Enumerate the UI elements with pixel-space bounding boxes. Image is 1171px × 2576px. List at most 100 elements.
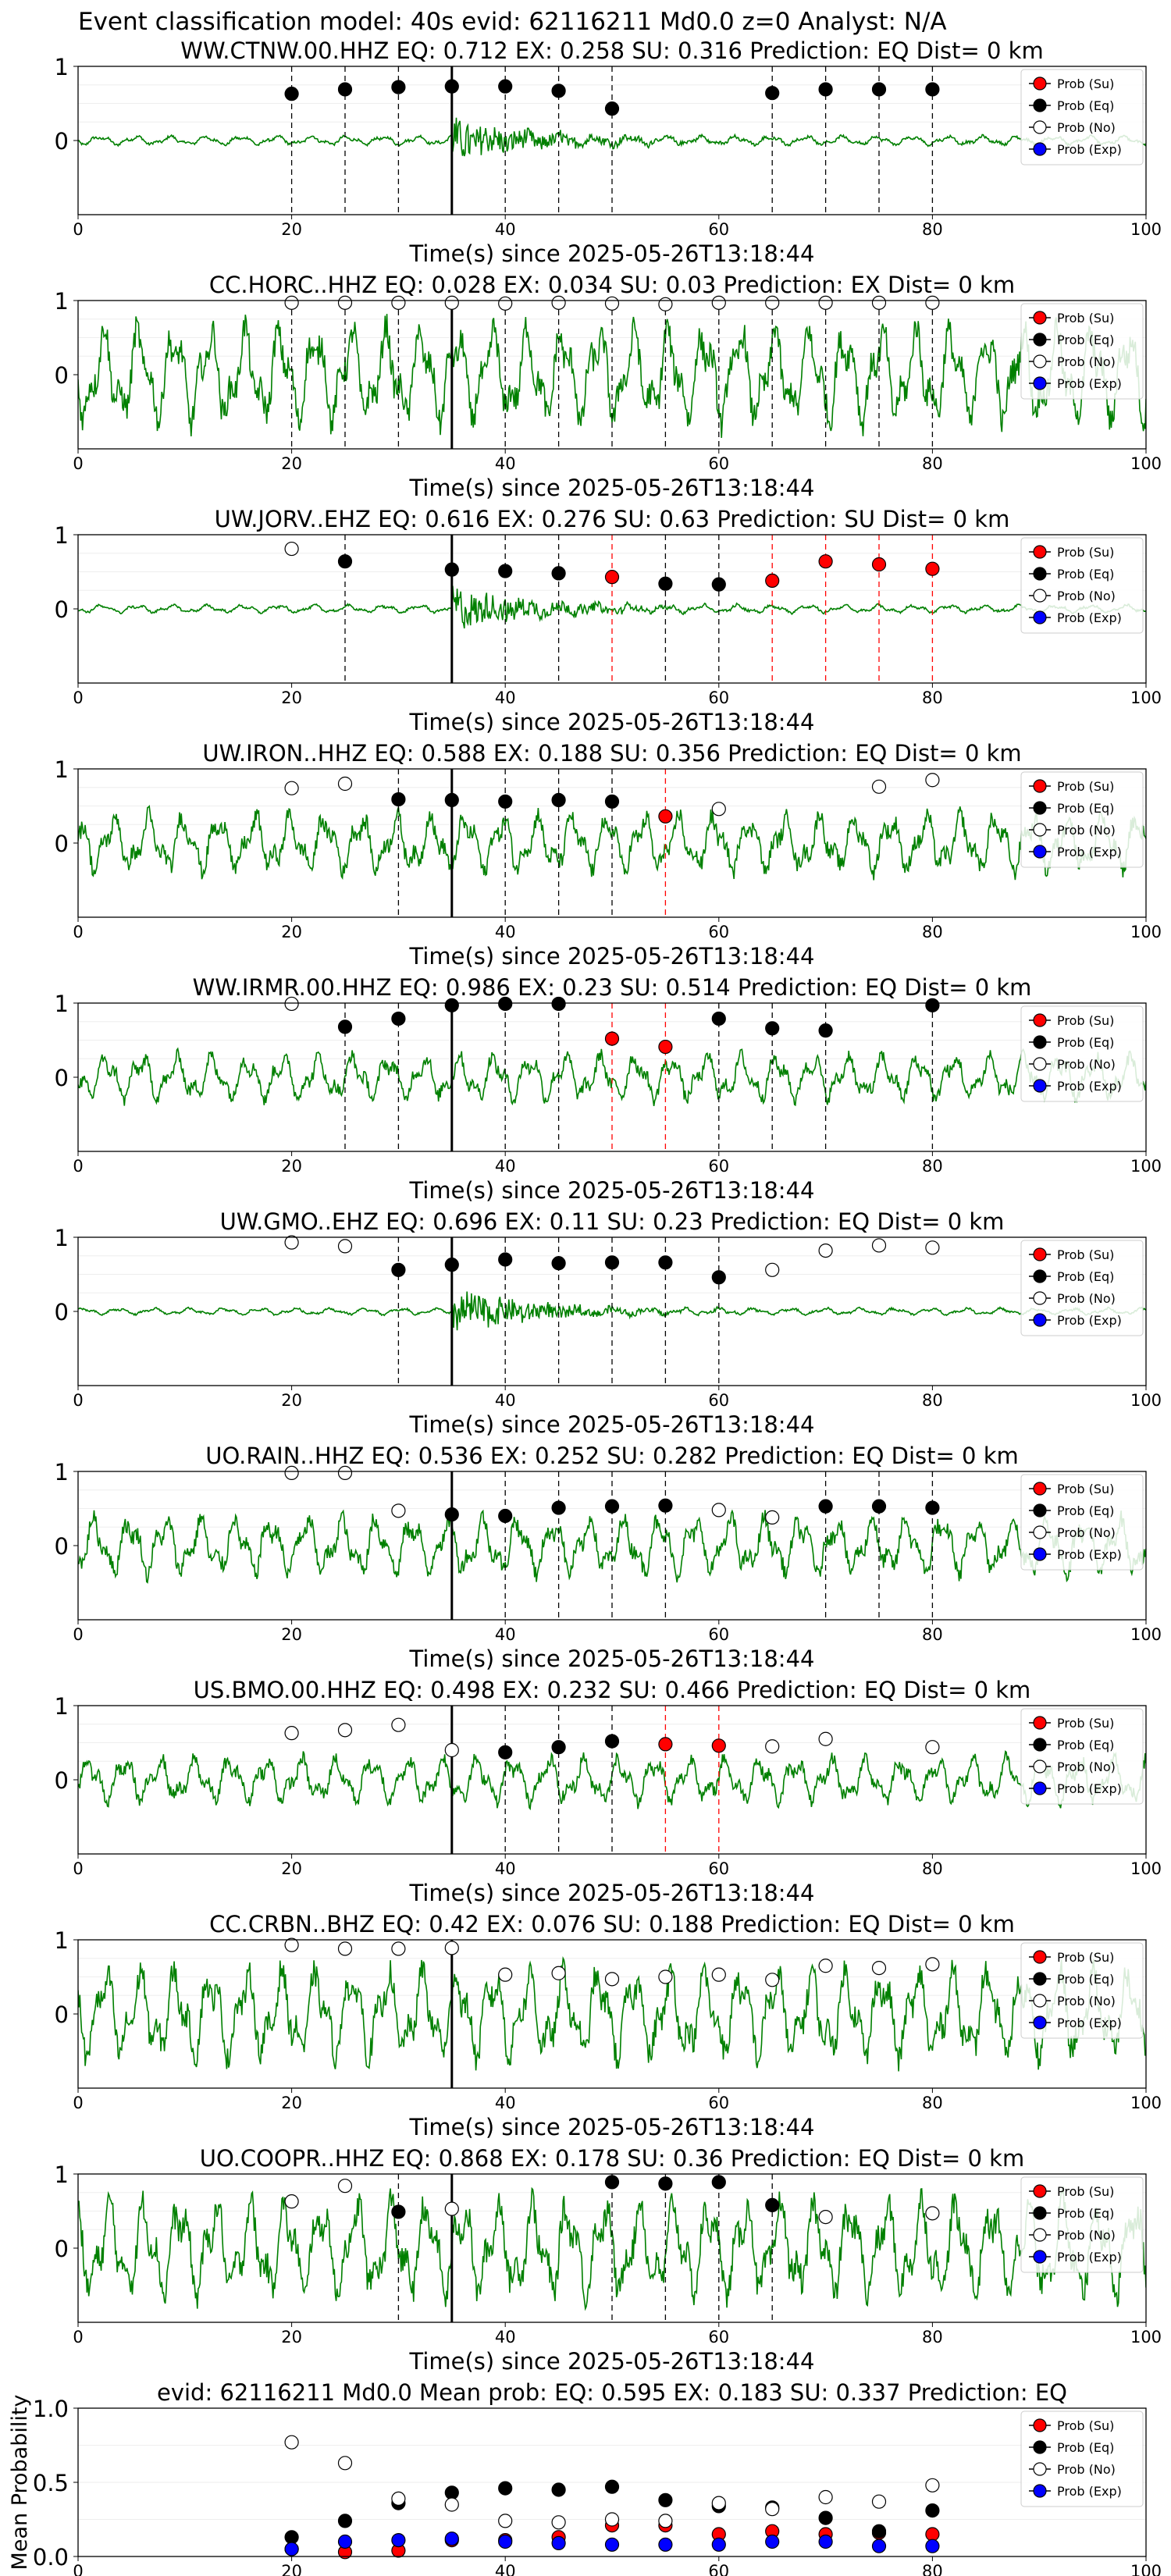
legend-marker-no [1033,823,1047,837]
prob-point-no [284,295,299,310]
x-tick-label: 80 [922,1157,943,1176]
prob-point-su [658,809,673,824]
x-axis-label: Time(s) since 2025-05-26T13:18:44 [409,475,815,501]
prob-point-eq [604,1255,620,1270]
prob-point-no [284,1235,299,1250]
legend-marker-exp [1033,1781,1047,1795]
x-tick-label: 60 [708,1625,729,1644]
y-tick-label: 1 [55,991,69,1017]
y-tick-label: 1 [55,1927,69,1954]
y-tick-label: 1 [55,2161,69,2188]
prob-point-eq [765,86,780,101]
legend-box [1020,303,1144,400]
mean-point-no [711,2496,726,2510]
legend-marker-exp [1033,1313,1047,1327]
legend-label-eq: Prob (Eq) [1057,1503,1114,1518]
prob-point-eq [444,792,459,808]
prob-point-su [818,554,833,569]
mean-point-eq [871,2524,887,2539]
waveform-line [78,1956,1146,2072]
y-tick-label: 1 [55,1459,69,1485]
y-tick-label: 1 [55,1693,69,1720]
legend-marker-eq [1033,1738,1047,1752]
x-tick-label: 40 [495,1625,516,1644]
legend-box [1020,2411,1144,2507]
legend-label-su: Prob (Su) [1057,1247,1114,1262]
legend-label-su: Prob (Su) [1057,1013,1114,1028]
x-tick-label: 40 [495,1859,516,1878]
mean-point-eq [925,2503,940,2518]
prob-point-no [604,296,620,311]
prob-point-eq [391,1011,406,1026]
prob-point-no [711,1503,726,1517]
legend-marker-no [1033,1291,1047,1305]
prob-point-no [925,1957,940,1972]
x-tick-label: 20 [281,1391,302,1410]
legend-label-exp: Prob (Exp) [1057,610,1122,625]
prob-point-no [551,295,566,310]
prob-point-eq [498,79,513,94]
prob-point-eq [818,1023,833,1038]
panel-title: UW.JORV..EHZ EQ: 0.616 EX: 0.276 SU: 0.6… [215,506,1010,532]
prob-point-no [391,1941,406,1956]
legend-label-exp: Prob (Exp) [1057,376,1122,391]
legend-label-su: Prob (Su) [1057,2184,1114,2199]
prob-point-no [444,1941,459,1955]
prob-point-no [818,1243,833,1258]
prob-point-eq [444,562,459,577]
prob-point-eq [498,794,513,809]
x-tick-label: 80 [922,1859,943,1878]
prob-point-su [658,1737,673,1752]
mean-point-exp [284,2542,299,2556]
prob-point-no [925,2206,940,2221]
mean-point-eq [284,2530,299,2545]
x-tick-label: 80 [922,2562,943,2576]
x-axis-label: Time(s) since 2025-05-26T13:18:44 [409,240,815,267]
prob-point-no [765,1262,780,1277]
prob-point-eq [925,82,940,97]
legend-label-su: Prob (Su) [1057,1950,1114,1965]
prob-point-no [818,295,833,310]
x-tick-label: 0 [73,2328,83,2347]
legend-label-eq: Prob (Eq) [1057,2440,1114,2455]
x-axis-label: Time(s) since 2025-05-26T13:18:44 [409,2114,815,2140]
prob-point-su [925,561,940,576]
panel-11: evid: 62116211 Md0.0 Mean prob: EQ: 0.59… [8,2379,1162,2576]
x-tick-label: 20 [281,923,302,941]
x-axis-label: Time(s) since 2025-05-26T13:18:44 [409,1411,815,1438]
figure-title: Event classification model: 40s evid: 62… [78,8,947,36]
x-tick-label: 100 [1130,923,1162,941]
x-tick-label: 60 [708,2328,729,2347]
x-tick-label: 20 [281,2094,302,2112]
x-tick-label: 40 [495,688,516,707]
legend-label-eq: Prob (Eq) [1057,1269,1114,1284]
prob-point-eq [551,1256,566,1271]
prob-point-no [284,1465,299,1481]
legend-label-su: Prob (Su) [1057,545,1114,560]
prob-point-eq [391,80,406,94]
legend-label-exp: Prob (Exp) [1057,2484,1122,2499]
legend-label-su: Prob (Su) [1057,1716,1114,1731]
x-tick-label: 80 [922,454,943,473]
x-tick-label: 0 [73,688,83,707]
mean-point-no [391,2491,406,2506]
prob-point-no [765,1510,780,1525]
mean-point-exp [391,2533,406,2548]
legend-marker-no [1033,1525,1047,1539]
prob-point-eq [925,998,940,1012]
legend-marker-eq [1033,801,1047,815]
mean-point-no [871,2494,887,2509]
prob-point-eq [604,794,620,809]
x-tick-label: 60 [708,923,729,941]
legend-label-su: Prob (Su) [1057,76,1114,91]
y-tick-label: 1.0 [33,2396,69,2422]
legend-label-no: Prob (No) [1057,120,1116,135]
prob-point-eq [444,1258,459,1272]
legend-box [1020,1240,1144,1336]
mean-point-exp [604,2537,620,2552]
x-tick-label: 80 [922,923,943,941]
panel-title: WW.CTNW.00.HHZ EQ: 0.712 EX: 0.258 SU: 0… [180,37,1043,64]
legend-label-exp: Prob (Exp) [1057,1313,1122,1328]
legend-label-su: Prob (Su) [1057,311,1114,326]
x-tick-label: 20 [281,220,302,239]
